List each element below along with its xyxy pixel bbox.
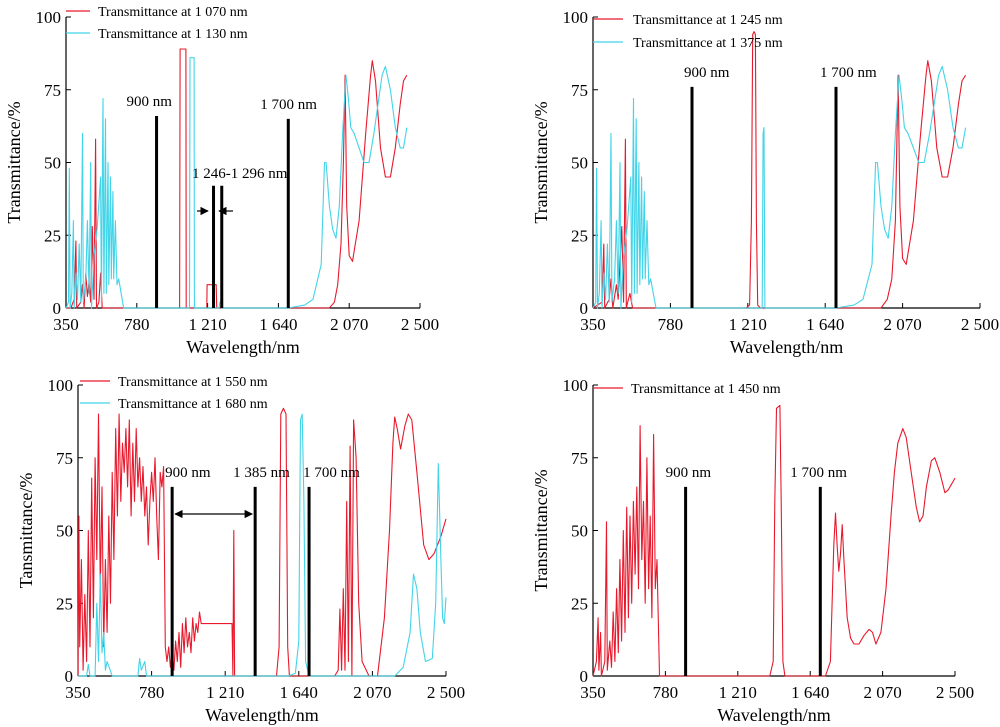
chart-panel-top-left: 0 25 50 75 100 350 780 1 210 1 640 2 070 2 500 Wave… (4, 5, 439, 357)
y-axis-label: Tansmittance/% (16, 473, 36, 589)
x-tick-label: 2 500 (961, 315, 999, 334)
wavelength-marker-label: 1 385 nm (233, 465, 290, 481)
y-tick-label: 100 (563, 8, 589, 27)
y-tick-label: 75 (571, 81, 588, 100)
legend-label: Transmittance at 1 450 nm (631, 382, 781, 397)
legend-label: Transmittance at 1 245 nm (633, 13, 783, 28)
x-tick-label: 1 210 (719, 683, 757, 702)
x-tick-label: 780 (124, 315, 150, 334)
x-tick-label: 1 640 (259, 315, 297, 334)
x-tick-label: 1 640 (806, 315, 844, 334)
legend-label: Transmittance at 1 130 nm (98, 27, 248, 42)
x-tick-label: 2 070 (863, 683, 901, 702)
y-tick-label: 50 (44, 154, 61, 173)
x-tick-label: 2 070 (883, 315, 921, 334)
y-tick-label: 75 (56, 449, 73, 468)
x-tick-label: 1 640 (791, 683, 829, 702)
x-tick-label: 350 (580, 683, 606, 702)
y-tick-label: 50 (571, 154, 588, 173)
legend-label: Transmittance at 1 680 nm (118, 397, 268, 412)
y-tick-label: 75 (571, 449, 588, 468)
wavelength-marker-label: 900 nm (165, 465, 211, 481)
x-tick-label: 780 (139, 683, 165, 702)
y-tick-label: 50 (56, 522, 73, 541)
x-tick-label: 2 070 (353, 683, 391, 702)
x-tick-label: 1 210 (729, 315, 767, 334)
wavelength-marker-label: 1 700 nm (790, 465, 847, 481)
series-line-cyan (78, 413, 447, 677)
y-axis-label: Transmittance/% (531, 101, 551, 223)
y-axis-label: Transmittance/% (4, 101, 24, 223)
y-tick-label: 0 (53, 299, 62, 318)
x-tick-label: 2 500 (401, 315, 439, 334)
series-line-red (592, 31, 967, 309)
x-tick-label: 350 (53, 315, 79, 334)
chart-panel-bottom-left: 0 25 50 75 100 350 780 1 210 1 640 2 070 2 500 Wave… (16, 375, 465, 725)
wavelength-marker-label: 900 nm (666, 465, 712, 481)
x-tick-label: 780 (653, 683, 679, 702)
chart-panel-top-right: 0 25 50 75 100 350 780 1 210 1 640 2 070 2 500 Wave… (531, 8, 999, 357)
x-tick-label: 1 210 (206, 683, 244, 702)
y-tick-label: 0 (580, 299, 589, 318)
x-tick-label: 1 210 (188, 315, 226, 334)
y-tick-label: 0 (65, 667, 74, 686)
x-tick-label: 2 070 (330, 315, 368, 334)
y-tick-label: 75 (44, 81, 61, 100)
y-tick-label: 100 (36, 8, 62, 27)
x-tick-label: 350 (65, 683, 91, 702)
legend-label: Transmittance at 1 375 nm (633, 36, 783, 51)
y-tick-label: 50 (571, 522, 588, 541)
x-axis-label: Wavelength/nm (717, 705, 831, 725)
series-line-cyan (592, 65, 967, 309)
series-line-red (77, 407, 447, 677)
wavelength-marker-label: 900 nm (127, 94, 173, 110)
x-tick-label: 1 640 (280, 683, 318, 702)
y-tick-label: 100 (563, 376, 589, 395)
x-axis-label: Wavelength/nm (186, 337, 300, 357)
x-axis-label: Wavelength/nm (730, 337, 844, 357)
legend-label: Transmittance at 1 070 nm (98, 5, 248, 20)
y-tick-label: 0 (580, 667, 589, 686)
wavelength-marker-label: 1 700 nm (303, 465, 360, 481)
y-tick-label: 25 (44, 226, 61, 245)
y-tick-label: 25 (56, 594, 73, 613)
wavelength-marker-label: 1 700 nm (260, 97, 317, 113)
x-axis-label: Wavelength/nm (205, 705, 319, 725)
y-tick-label: 25 (571, 594, 588, 613)
x-tick-label: 350 (580, 315, 606, 334)
x-tick-label: 780 (658, 315, 684, 334)
series-line-red (592, 404, 956, 677)
wavelength-marker-label: 1 700 nm (820, 65, 877, 81)
legend-label: Transmittance at 1 550 nm (118, 375, 268, 390)
wavelength-marker-label: 900 nm (684, 65, 730, 81)
range-annotation-label: 1 246-1 296 nm (192, 166, 288, 182)
chart-panel-bottom-right: 0 25 50 75 100 350 780 1 210 1 640 2 070 2 500 Wave… (531, 376, 974, 725)
x-tick-label: 2 500 (427, 683, 465, 702)
y-axis-label: Transmittance/% (531, 469, 551, 591)
series-line-cyan (65, 57, 408, 309)
x-tick-label: 2 500 (936, 683, 974, 702)
y-tick-label: 25 (571, 226, 588, 245)
y-tick-label: 100 (48, 376, 74, 395)
